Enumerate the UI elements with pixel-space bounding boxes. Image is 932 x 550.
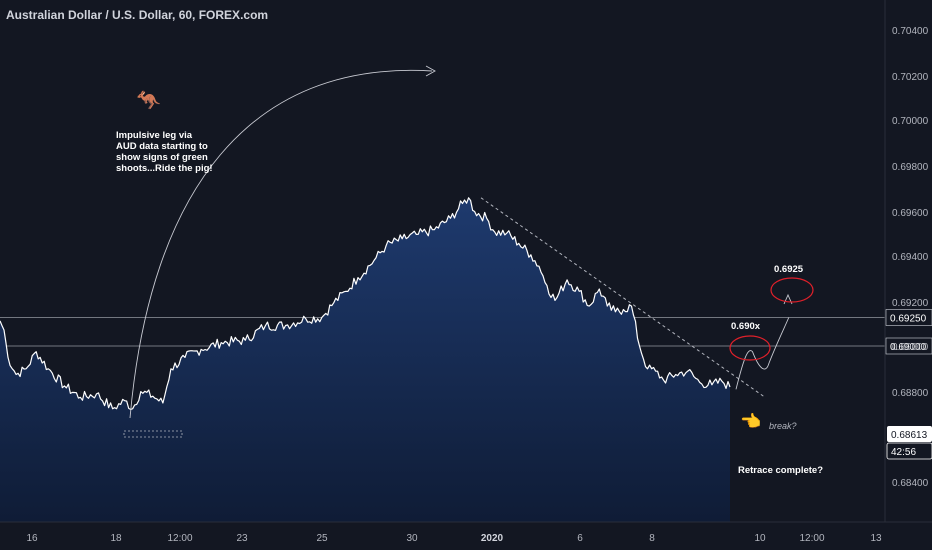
y-tick-label: 0.68800 xyxy=(892,388,929,399)
y-tick-label: 0.70400 xyxy=(892,26,929,37)
x-tick-label: 8 xyxy=(649,533,655,544)
pointing-hand-icon: 👈 xyxy=(740,412,762,431)
kangaroo-icon: 🦘 xyxy=(136,90,161,112)
x-tick-label: 12:00 xyxy=(167,533,192,544)
retrace-note: Retrace complete? xyxy=(738,465,824,476)
x-tick-label: 16 xyxy=(26,533,38,544)
x-tick-label: 10 xyxy=(754,533,766,544)
svg-text:0.68613: 0.68613 xyxy=(891,430,928,441)
y-tick-label: 0.69200 xyxy=(892,298,929,309)
dotted-trendline[interactable] xyxy=(480,197,766,398)
x-tick-label: 13 xyxy=(870,533,882,544)
y-tick-label: 0.68400 xyxy=(892,478,929,489)
svg-text:42:56: 42:56 xyxy=(891,447,916,458)
level-badge-0 xyxy=(885,309,932,326)
target-label-1: 0.690x xyxy=(731,321,761,332)
x-tick-label: 25 xyxy=(316,533,328,544)
y-tick-label: 0.69800 xyxy=(892,162,929,173)
level-label-0: 0.69250 xyxy=(890,314,927,325)
price-line[interactable] xyxy=(0,197,731,411)
break-note: break? xyxy=(769,421,797,431)
time-axis[interactable]: 16 18 12:00 23 25 30 2020 6 8 10 12:00 13 xyxy=(26,533,882,544)
impulse-arc-arrow[interactable] xyxy=(129,69,433,419)
x-tick-label: 18 xyxy=(110,533,122,544)
impulse-note: Impulsive leg via AUD data starting to s… xyxy=(116,130,213,174)
chart-title: Australian Dollar / U.S. Dollar, 60, FOR… xyxy=(6,8,269,22)
arrowhead xyxy=(425,65,436,77)
y-tick-label: 0.70000 xyxy=(892,116,929,127)
current-price-badge: 0.68613 42:56 xyxy=(886,426,932,460)
y-tick-label: 0.70200 xyxy=(892,72,929,83)
x-tick-label: 6 xyxy=(577,533,583,544)
x-tick-label: 2020 xyxy=(481,533,504,544)
y-tick-label: 0.69400 xyxy=(892,252,929,263)
level-badge-1 xyxy=(885,337,932,355)
x-tick-label: 12:00 xyxy=(799,533,824,544)
y-tick-label: 0.69000 xyxy=(892,342,929,353)
range-marker[interactable] xyxy=(123,430,183,438)
horizontal-levels[interactable]: 0.69250 0.69000 xyxy=(0,309,932,355)
target-circle-06925[interactable] xyxy=(770,277,814,303)
price-axis[interactable]: 0.70400 0.70200 0.70000 0.69800 0.69600 0.694… xyxy=(892,26,929,489)
forecast-path[interactable] xyxy=(735,317,790,390)
target-label-2: 0.6925 xyxy=(774,264,804,275)
y-tick-label: 0.69600 xyxy=(892,208,929,219)
x-tick-label: 30 xyxy=(406,533,418,544)
level-label-1: 0.69000 xyxy=(890,342,927,353)
target-circle-0690[interactable] xyxy=(729,335,771,361)
price-area-fill xyxy=(0,197,730,523)
x-tick-label: 23 xyxy=(236,533,248,544)
